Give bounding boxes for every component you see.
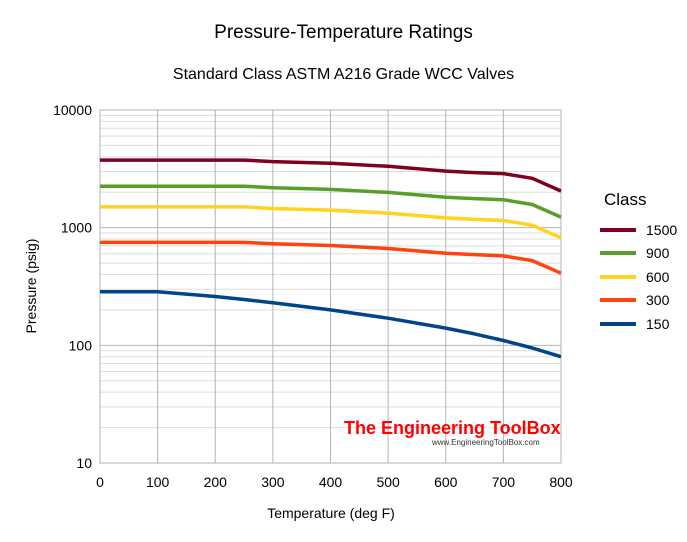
y-tick-label: 1000 [61, 220, 92, 236]
series-line-300 [100, 240, 562, 275]
x-tick-label: 800 [549, 474, 573, 490]
legend-label: 600 [646, 268, 670, 285]
series-line-150 [100, 290, 562, 359]
x-tick-label: 300 [261, 474, 285, 490]
legend-swatch [600, 251, 636, 256]
legend-item-300: 300 [600, 289, 677, 313]
series-line-600 [100, 205, 562, 240]
watermark-url: www.EngineeringToolBox.com [432, 438, 540, 447]
x-tick-label: 100 [146, 474, 170, 490]
x-tick-label: 700 [492, 474, 516, 490]
watermark-logo-text: The Engineering ToolBox [344, 418, 561, 438]
x-tick-label: 0 [96, 474, 104, 490]
legend-item-150: 150 [600, 312, 677, 336]
legend-item-600: 600 [600, 265, 677, 289]
series-line-900 [100, 184, 562, 219]
legend-swatch [600, 298, 636, 303]
legend-item-1500: 1500 [600, 218, 677, 242]
y-tick-label: 10 [76, 455, 92, 471]
y-tick-label: 100 [69, 337, 93, 353]
chart-title: Pressure-Temperature Ratings [214, 22, 473, 43]
legend-swatch [600, 274, 636, 279]
x-tick-label: 400 [319, 474, 343, 490]
legend-label: 1500 [646, 221, 678, 238]
legend-label: 300 [646, 292, 670, 309]
x-axis-label: Temperature (deg F) [267, 505, 395, 521]
legend-label: 150 [646, 315, 670, 332]
legend-item-900: 900 [600, 242, 677, 266]
x-tick-label: 600 [434, 474, 458, 490]
y-tick-label: 10000 [53, 102, 92, 118]
legend-title: Class [604, 190, 647, 209]
legend-swatch [600, 227, 636, 232]
chart-subtitle: Standard Class ASTM A216 Grade WCC Valve… [172, 66, 515, 83]
y-axis-label: Pressure (psig) [23, 238, 39, 334]
x-tick-label: 200 [204, 474, 228, 490]
legend: 1500 900 600 300 150 [600, 218, 677, 336]
legend-swatch [600, 321, 636, 326]
legend-label: 900 [646, 245, 670, 262]
x-tick-label: 500 [376, 474, 400, 490]
series-line-1500 [100, 158, 562, 193]
plot-border [99, 109, 562, 464]
